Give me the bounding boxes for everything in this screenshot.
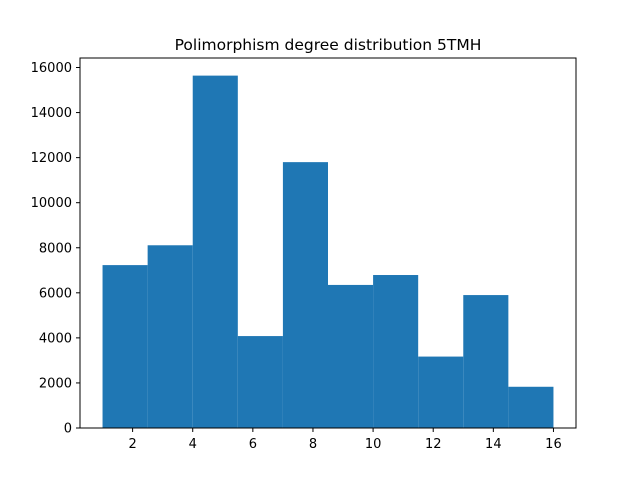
histogram-bar (373, 275, 419, 428)
y-tick-label: 10000 (31, 196, 72, 211)
y-tick-label: 14000 (31, 106, 72, 121)
y-tick-label: 0 (64, 422, 72, 437)
x-tick-label: 8 (309, 437, 317, 452)
histogram-bar (328, 284, 374, 428)
histogram-bar (418, 356, 464, 428)
histogram-bar (237, 336, 283, 428)
plot-frame (79, 57, 577, 429)
y-axis: 0 2000 4000 6000 8000 10000 12000 14000 16000 (31, 61, 80, 437)
y-tick-label: 12000 (31, 151, 72, 166)
x-axis: 2 4 6 8 10 12 14 16 (128, 428, 562, 452)
histogram-bar (463, 295, 509, 428)
x-tick-label: 4 (189, 437, 197, 452)
histogram-bar (282, 162, 328, 428)
y-tick-label: 16000 (31, 61, 72, 76)
bars-group (102, 75, 554, 428)
y-tick-label: 8000 (39, 241, 72, 256)
y-tick-label: 4000 (39, 331, 72, 346)
histogram-bar (147, 245, 193, 428)
x-tick-label: 6 (249, 437, 257, 452)
y-tick-label: 6000 (39, 286, 72, 301)
x-tick-label: 16 (545, 437, 562, 452)
chart-title: Polimorphism degree distribution 5TMH (175, 36, 482, 54)
x-tick-label: 10 (365, 437, 382, 452)
x-tick-label: 2 (128, 437, 136, 452)
x-tick-label: 12 (425, 437, 442, 452)
histogram-bar (102, 265, 148, 428)
y-tick-label: 2000 (39, 376, 72, 391)
histogram-bar (192, 75, 238, 428)
x-tick-label: 14 (485, 437, 502, 452)
histogram-bar (508, 386, 554, 428)
